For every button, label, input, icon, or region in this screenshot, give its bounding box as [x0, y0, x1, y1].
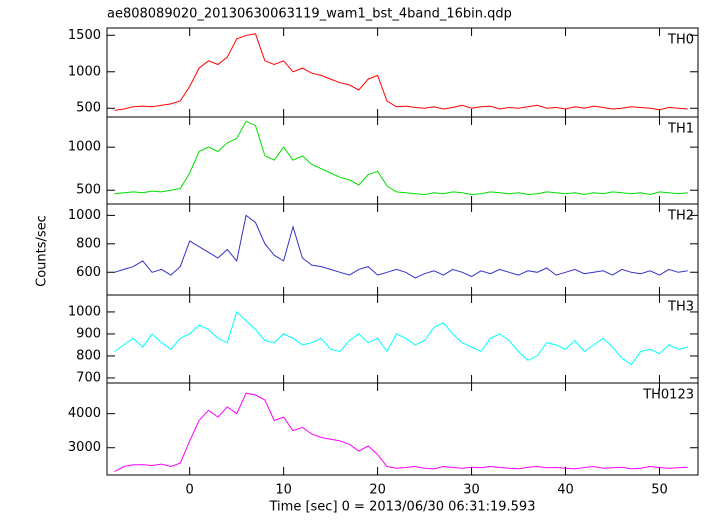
data-line: [114, 120, 688, 196]
data-line: [114, 214, 688, 279]
y-tick-label: 800: [76, 348, 101, 363]
x-tick-label: 50: [651, 483, 668, 498]
y-tick-label: 1000: [68, 140, 101, 155]
panel-frame: [106, 382, 699, 476]
y-tick-label: 1500: [68, 28, 101, 43]
y-tick-label: 1000: [68, 64, 101, 79]
panel-label: TH0123: [642, 388, 694, 403]
chart-title: ae808089020_20130630063119_wam1_bst_4ban…: [107, 7, 512, 22]
data-line: [114, 392, 688, 473]
y-tick-label: 1000: [68, 304, 101, 319]
y-tick-label: 600: [76, 265, 101, 280]
x-tick-label: 0: [186, 483, 194, 498]
panel-label: TH1: [667, 122, 694, 137]
panel-label: TH3: [667, 300, 694, 315]
panel-label: TH0: [667, 33, 694, 48]
x-axis-label: Time [sec] 0 = 2013/06/30 06:31:19.593: [269, 500, 536, 515]
y-tick-label: 700: [76, 370, 101, 385]
panel-label: TH2: [667, 209, 694, 224]
x-tick-label: 20: [369, 483, 386, 498]
y-axis-label: Counts/sec: [35, 215, 50, 287]
y-tick-label: 1000: [68, 208, 101, 223]
y-tick-label: 800: [76, 236, 101, 251]
y-tick-label: 900: [76, 326, 101, 341]
x-tick-label: 30: [463, 483, 480, 498]
x-tick-label: 40: [557, 483, 574, 498]
y-tick-label: 3000: [68, 440, 101, 455]
data-line: [114, 33, 688, 111]
x-tick-label: 10: [275, 483, 292, 498]
y-tick-label: 500: [76, 101, 101, 116]
y-tick-label: 4000: [68, 406, 101, 421]
data-line: [114, 310, 688, 366]
y-tick-label: 500: [76, 183, 101, 198]
